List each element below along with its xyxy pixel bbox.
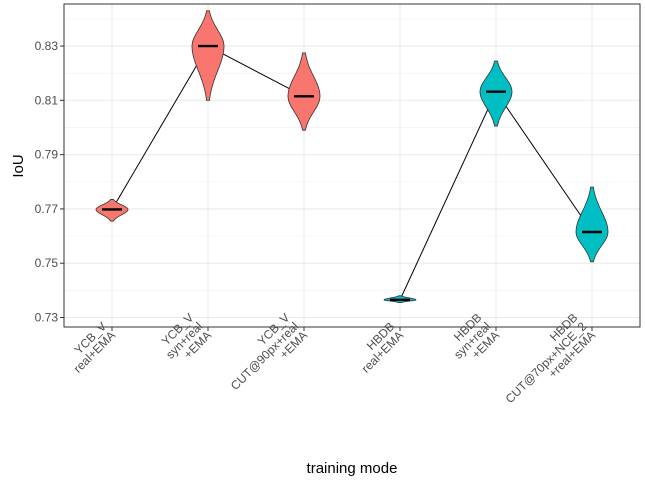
y-axis: 0.73 0.75 0.77 0.79 0.81 0.83 — [35, 39, 64, 325]
plot-border — [63, 3, 641, 328]
violin — [191, 10, 225, 101]
y-axis-title: IoU — [10, 154, 27, 177]
x-tick-label: YCB_Vsyn+real+EMA — [154, 311, 214, 371]
x-tick-label: HBDBreal+EMA — [350, 319, 406, 375]
y-tick-label: 0.75 — [35, 256, 59, 270]
violin — [575, 186, 609, 263]
violin — [479, 60, 513, 127]
y-tick-label: 0.73 — [35, 311, 59, 325]
median-connection-line — [207, 45, 305, 97]
median-connection-line — [495, 91, 593, 233]
y-tick-label: 0.83 — [35, 39, 59, 53]
y-tick-label: 0.81 — [35, 93, 59, 107]
median-markers — [102, 44, 602, 302]
plot-panel — [64, 4, 640, 327]
y-tick-label: 0.77 — [35, 202, 59, 216]
x-tick-label-line: CUT@70px+NCE_2 — [503, 319, 590, 406]
major-gridlines — [64, 4, 640, 327]
y-tick-label: 0.79 — [35, 148, 59, 162]
median-connection-lines — [111, 45, 593, 301]
violin — [287, 52, 321, 131]
median-connection-line — [111, 45, 209, 210]
x-tick-label: YCB_Vreal+EMA — [62, 319, 118, 375]
x-axis-title: training mode — [307, 460, 398, 477]
median-connection-line — [399, 91, 497, 301]
